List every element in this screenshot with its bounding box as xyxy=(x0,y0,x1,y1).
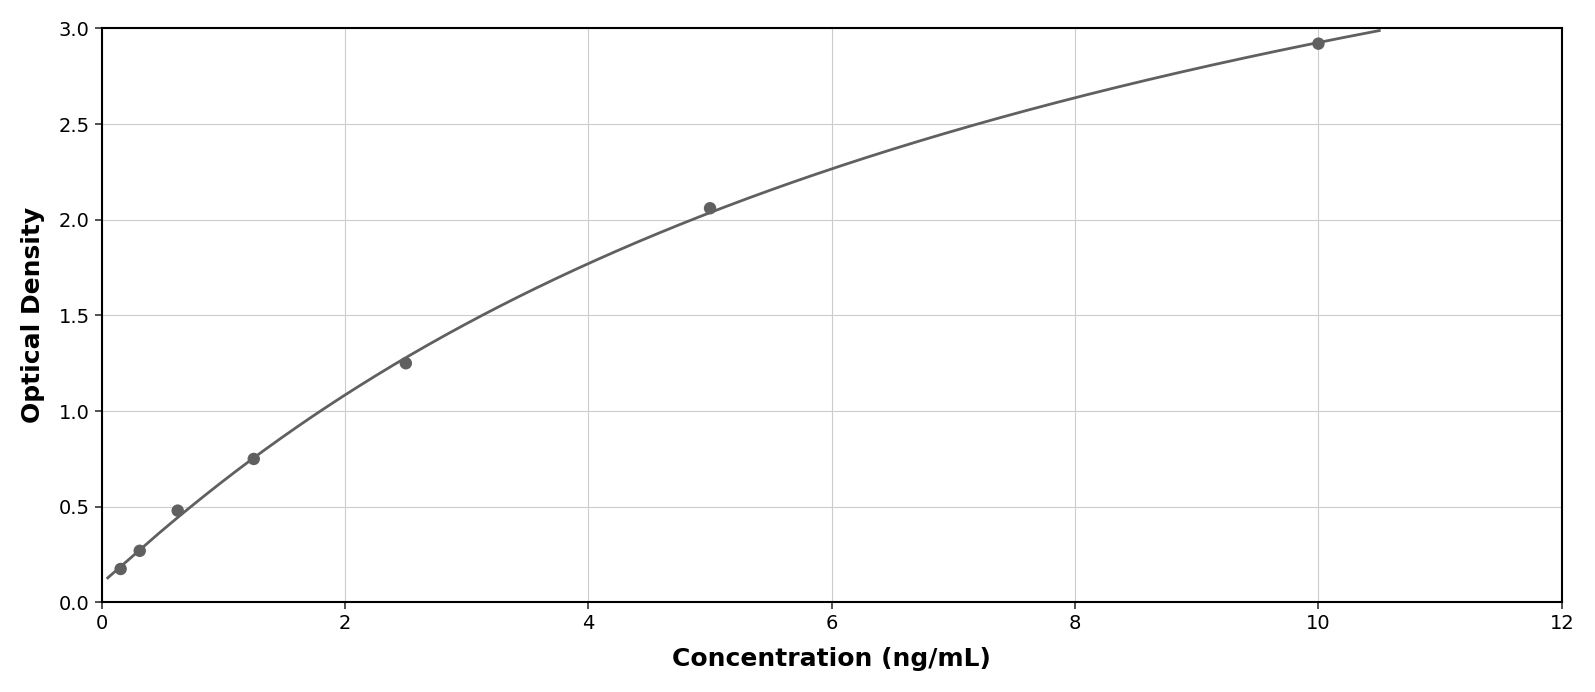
X-axis label: Concentration (ng/mL): Concentration (ng/mL) xyxy=(671,647,990,671)
Point xyxy=(241,453,266,464)
Point xyxy=(392,358,418,369)
Y-axis label: Optical Density: Optical Density xyxy=(21,208,45,424)
Point xyxy=(1306,38,1332,49)
Point xyxy=(164,505,190,516)
Point xyxy=(108,563,134,574)
Point xyxy=(128,545,153,556)
Point xyxy=(697,203,723,214)
